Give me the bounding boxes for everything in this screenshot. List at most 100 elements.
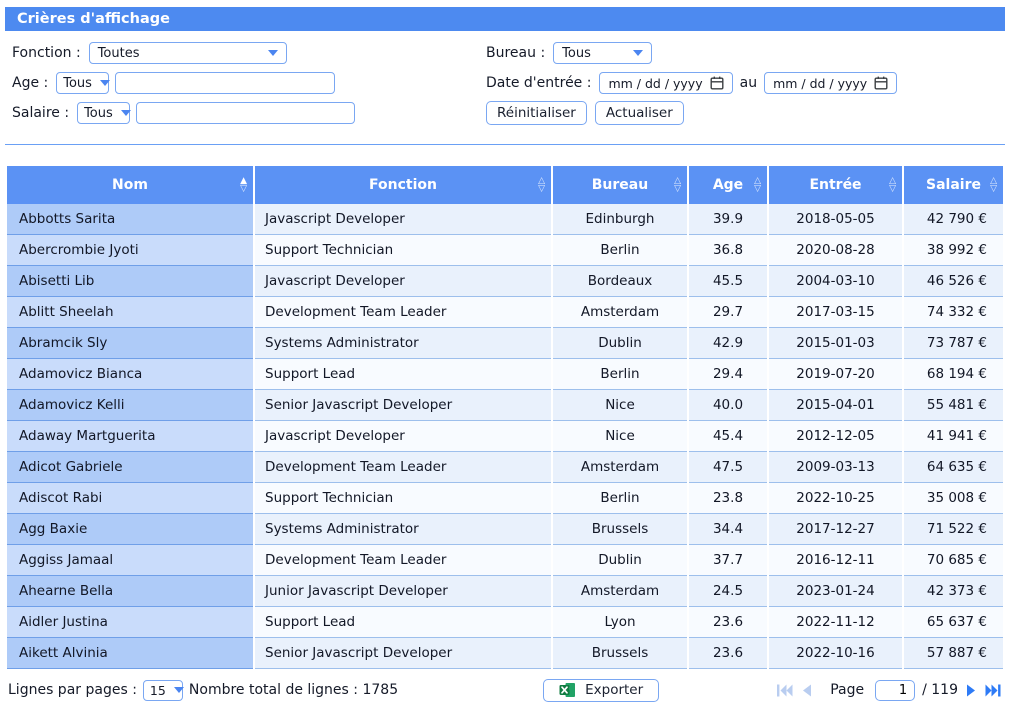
table-cell: 24.5 bbox=[689, 576, 767, 607]
column-header-bureau[interactable]: Bureau △ ▽ bbox=[553, 166, 687, 204]
table-cell: Agg Baxie bbox=[7, 514, 253, 545]
age-label: Age : bbox=[12, 75, 49, 91]
filter-row-age: Age : Tous bbox=[12, 71, 486, 95]
export-button[interactable]: Exporter bbox=[543, 678, 660, 702]
export-button-label: Exporter bbox=[585, 682, 644, 698]
page-label: Page bbox=[830, 682, 865, 698]
filter-row-buttons: Réinitialiser Actualiser bbox=[486, 101, 1005, 125]
date-from-input[interactable]: mm / dd / yyyy bbox=[599, 72, 733, 94]
table-cell: Nice bbox=[553, 421, 687, 452]
table-row[interactable]: Adamovicz Kelli Senior Javascript Develop… bbox=[7, 390, 1003, 421]
column-header-age[interactable]: Age △ ▽ bbox=[689, 166, 767, 204]
table-cell: 37.7 bbox=[689, 545, 767, 576]
column-label: Salaire bbox=[926, 177, 981, 193]
table-row[interactable]: Aggiss Jamaal Development Team Leader Dubl… bbox=[7, 545, 1003, 576]
first-page-icon[interactable] bbox=[776, 683, 793, 698]
age-input[interactable] bbox=[115, 72, 336, 94]
divider bbox=[5, 144, 1005, 145]
table-cell: Systems Administrator bbox=[255, 328, 551, 359]
date-join-label: au bbox=[739, 75, 758, 91]
calendar-icon[interactable] bbox=[874, 76, 888, 90]
fonction-select[interactable]: Toutes bbox=[88, 42, 287, 64]
last-page-icon[interactable] bbox=[985, 683, 1002, 698]
bureau-select-value: Tous bbox=[562, 45, 591, 61]
column-header-salaire[interactable]: Salaire △ ▽ bbox=[904, 166, 1003, 204]
table-cell: Brussels bbox=[553, 514, 687, 545]
previous-page-icon[interactable] bbox=[800, 683, 813, 698]
table-header: Nom ▲ ▽ Fonction △ ▽ Bureau △ ▽ Age △ ▽ Entrée △ ▽ Sala… bbox=[7, 166, 1003, 204]
dropdown-caret-icon bbox=[99, 80, 110, 86]
table-cell: 2009-03-13 bbox=[769, 452, 902, 483]
total-rows-value: 1785 bbox=[362, 682, 399, 698]
reset-button[interactable]: Réinitialiser bbox=[486, 101, 587, 125]
table-cell: 2004-03-10 bbox=[769, 266, 902, 297]
dropdown-caret-icon bbox=[173, 687, 184, 693]
table-cell: Support Lead bbox=[255, 607, 551, 638]
total-rows-label: Nombre total de lignes : 1785 bbox=[188, 682, 399, 698]
table-cell: 2017-12-27 bbox=[769, 514, 902, 545]
next-page-icon[interactable] bbox=[965, 683, 978, 698]
table-row[interactable]: Aikett Alvinia Senior Javascript Develope… bbox=[7, 638, 1003, 669]
date-to-value: mm / dd / yyyy bbox=[773, 75, 868, 91]
column-label: Nom bbox=[112, 177, 148, 193]
table-row[interactable]: Abercrombie Jyoti Support Technician Berli… bbox=[7, 235, 1003, 266]
table-cell: 2017-03-15 bbox=[769, 297, 902, 328]
table-cell: Abisetti Lib bbox=[7, 266, 253, 297]
age-operator-value: Tous bbox=[63, 75, 92, 91]
salaire-operator-value: Tous bbox=[84, 105, 113, 121]
table-cell: 42.9 bbox=[689, 328, 767, 359]
table-row[interactable]: Ahearne Bella Junior Javascript Developer… bbox=[7, 576, 1003, 607]
salaire-input[interactable] bbox=[136, 102, 356, 124]
column-header-entr-e[interactable]: Entrée △ ▽ bbox=[769, 166, 902, 204]
table-cell: 34.4 bbox=[689, 514, 767, 545]
date-to-input[interactable]: mm / dd / yyyy bbox=[764, 72, 898, 94]
table-cell: Javascript Developer bbox=[255, 204, 551, 235]
sort-icons: △ ▽ bbox=[889, 176, 896, 194]
table-cell: 39.9 bbox=[689, 204, 767, 235]
table-cell: Nice bbox=[553, 390, 687, 421]
table-cell: 42 373 € bbox=[904, 576, 1003, 607]
page-number-input[interactable] bbox=[875, 679, 916, 701]
table-cell: 45.5 bbox=[689, 266, 767, 297]
table-cell: 23.8 bbox=[689, 483, 767, 514]
date-from-value: mm / dd / yyyy bbox=[608, 75, 703, 91]
table-row[interactable]: Adamovicz Bianca Support Lead Berlin 29.4 20… bbox=[7, 359, 1003, 390]
table-row[interactable]: Ablitt Sheelah Development Team Leader Ams… bbox=[7, 297, 1003, 328]
table-cell: 64 635 € bbox=[904, 452, 1003, 483]
filter-column-left: Fonction : Toutes Age : Tous Salaire : T… bbox=[12, 41, 486, 131]
table-cell: 29.7 bbox=[689, 297, 767, 328]
table-cell: 2023-01-24 bbox=[769, 576, 902, 607]
column-header-fonction[interactable]: Fonction △ ▽ bbox=[255, 166, 551, 204]
table-cell: 70 685 € bbox=[904, 545, 1003, 576]
table-cell: Aidler Justina bbox=[7, 607, 253, 638]
fonction-label: Fonction : bbox=[12, 45, 81, 61]
bureau-label: Bureau : bbox=[486, 45, 546, 61]
table-cell: Berlin bbox=[553, 359, 687, 390]
table-cell: Aikett Alvinia bbox=[7, 638, 253, 669]
table-cell: Ablitt Sheelah bbox=[7, 297, 253, 328]
table-cell: 23.6 bbox=[689, 607, 767, 638]
table-row[interactable]: Aidler Justina Support Lead Lyon 23.6 2022-1… bbox=[7, 607, 1003, 638]
table-cell: Adiscot Rabi bbox=[7, 483, 253, 514]
salaire-operator-select[interactable]: Tous bbox=[77, 102, 131, 124]
table-row[interactable]: Adiscot Rabi Support Technician Berlin 23.8… bbox=[7, 483, 1003, 514]
column-header-nom[interactable]: Nom ▲ ▽ bbox=[7, 166, 253, 204]
bureau-select[interactable]: Tous bbox=[553, 42, 653, 64]
age-operator-select[interactable]: Tous bbox=[56, 72, 110, 94]
table-row[interactable]: Agg Baxie Systems Administrator Brussels 34… bbox=[7, 514, 1003, 545]
sort-icons: △ ▽ bbox=[538, 176, 545, 194]
table-cell: Systems Administrator bbox=[255, 514, 551, 545]
calendar-icon[interactable] bbox=[710, 76, 724, 90]
table-row[interactable]: Abisetti Lib Javascript Developer Bordeaux… bbox=[7, 266, 1003, 297]
refresh-button[interactable]: Actualiser bbox=[594, 101, 684, 125]
table-row[interactable]: Abramcik Sly Systems Administrator Dublin 4… bbox=[7, 328, 1003, 359]
table-row[interactable]: Abbotts Sarita Javascript Developer Edinbu… bbox=[7, 204, 1003, 235]
table-cell: Adamovicz Kelli bbox=[7, 390, 253, 421]
table-cell: 73 787 € bbox=[904, 328, 1003, 359]
table-row[interactable]: Adaway Martguerita Javascript Developer Ni… bbox=[7, 421, 1003, 452]
column-label: Fonction bbox=[369, 177, 437, 193]
table-row[interactable]: Adicot Gabriele Development Team Leader Am… bbox=[7, 452, 1003, 483]
dropdown-caret-icon bbox=[633, 50, 644, 56]
rows-per-page-select[interactable]: 15 bbox=[142, 679, 184, 701]
table-cell: Senior Javascript Developer bbox=[255, 390, 551, 421]
